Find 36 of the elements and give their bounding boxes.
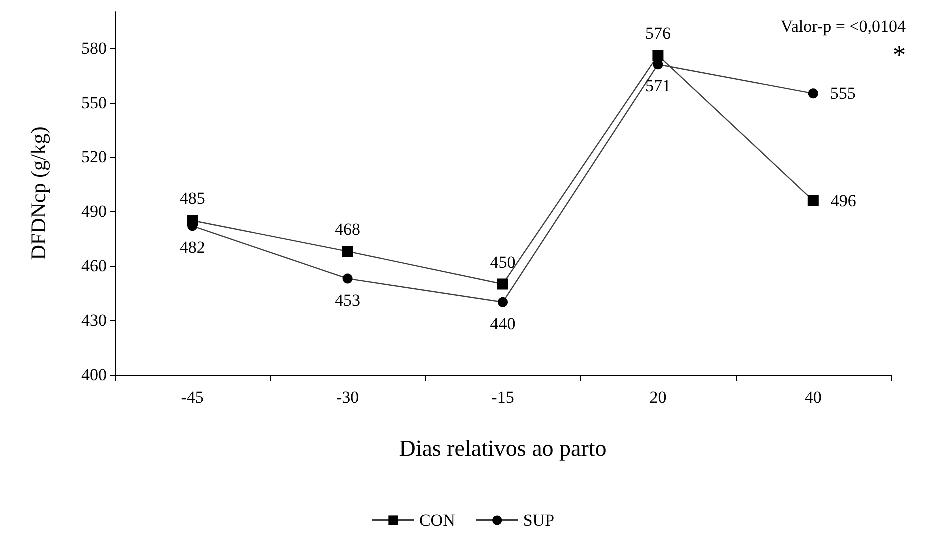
x-tick-label: -15 <box>492 388 514 407</box>
y-tick-label: 430 <box>82 311 107 330</box>
point <box>498 297 508 308</box>
x-tick-label: 20 <box>650 388 667 407</box>
data-label: 453 <box>335 290 361 310</box>
y-tick-label: 490 <box>82 202 107 222</box>
point <box>342 274 353 284</box>
data-label: 555 <box>830 84 856 104</box>
point <box>498 278 508 290</box>
text: * <box>893 40 906 70</box>
point <box>808 195 819 206</box>
y-tick-label: 520 <box>82 148 107 167</box>
legend-label: CON <box>419 511 456 530</box>
y-tick-label: 460 <box>82 256 107 276</box>
x-tick-label: 40 <box>804 388 822 407</box>
x-tick-label: -30 <box>336 388 360 407</box>
annotation: Valor-p = <0,0104 <box>780 17 906 36</box>
point <box>808 88 818 99</box>
data-label: 571 <box>645 76 671 96</box>
y-tick-label: 550 <box>82 93 107 112</box>
x-tick-label: -45 <box>181 388 204 407</box>
data-label: 485 <box>180 189 206 208</box>
legend-label: SUP <box>523 511 555 530</box>
data-label: 576 <box>645 24 671 44</box>
data-label: 482 <box>180 238 206 258</box>
y-axis-title: DFDNcp (g/kg) <box>26 126 50 260</box>
y-tick-label: 580 <box>82 38 107 58</box>
point <box>652 50 664 62</box>
x-axis-title: Dias relativos ao parto <box>399 436 607 461</box>
data-label: 496 <box>830 191 856 210</box>
point <box>653 60 664 70</box>
data-label: 468 <box>335 220 361 240</box>
data-label: 440 <box>490 314 516 334</box>
point <box>342 246 354 258</box>
y-tick-label: 400 <box>82 366 107 384</box>
data-label: 450 <box>490 252 516 272</box>
